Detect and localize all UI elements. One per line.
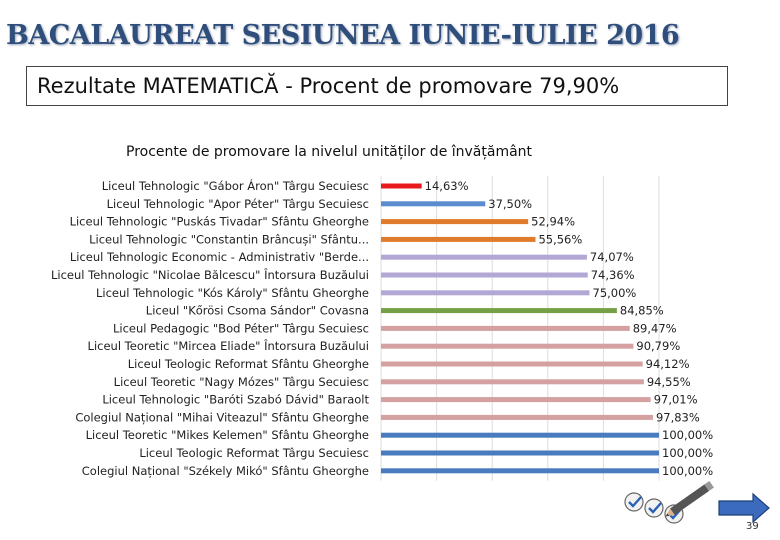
next-arrow-icon[interactable] [717, 492, 771, 524]
category-label: Liceul Tehnologic "Gábor Áron" Târgu Sec… [102, 178, 369, 193]
value-label: 89,47% [633, 321, 677, 335]
category-label: Colegiul Național "Mihai Viteazul" Sfânt… [75, 410, 369, 424]
bar [381, 361, 643, 367]
value-label: 74,36% [591, 268, 635, 282]
category-label: Liceul Tehnologic "Kós Károly" Sfântu Gh… [96, 286, 369, 300]
value-label: 100,00% [662, 428, 713, 442]
category-label: Liceul Teologic Reformat Sfântu Gheorghe [128, 357, 369, 371]
category-label: Liceul Pedagogic "Bod Péter" Târgu Secui… [113, 321, 369, 335]
value-label: 100,00% [662, 446, 713, 460]
subtitle-box: Rezultate MATEMATICĂ - Procent de promov… [26, 66, 728, 106]
chart-title: Procente de promovare la nivelul unități… [126, 144, 533, 160]
bar [381, 290, 590, 296]
bar [381, 272, 588, 278]
page-number: 39 [746, 521, 759, 532]
bar [381, 236, 536, 242]
bar [381, 468, 659, 474]
value-label: 94,55% [647, 375, 691, 389]
category-label: Liceul Teologic Reformat Târgu Secuiesc [139, 446, 369, 460]
bar [381, 343, 634, 349]
value-label: 90,79% [636, 339, 680, 353]
category-label: Liceul Tehnologic Economic - Administrat… [70, 250, 369, 264]
category-label: Liceul Teoretic "Nagy Mózes" Târgu Secui… [114, 375, 369, 389]
category-label: Liceul "Kőrösi Csoma Sándor" Covasna [146, 304, 369, 318]
page-title: BACALAUREAT SESIUNEA IUNIE-IULIE 2016 [6, 20, 680, 51]
checklist-pencil-icon [624, 480, 714, 524]
bar [381, 414, 653, 420]
category-label: Liceul Tehnologic "Apor Péter" Târgu Sec… [107, 197, 369, 211]
category-label: Liceul Tehnologic "Constantin Brâncuși" … [89, 232, 369, 246]
bar [381, 201, 486, 207]
bar [381, 254, 587, 260]
value-label: 94,12% [646, 357, 690, 371]
bar [381, 379, 644, 385]
category-label: Liceul Tehnologic "Nicolae Bălcescu" Înt… [51, 267, 369, 282]
category-label: Liceul Teoretic "Mikes Kelemen" Sfântu G… [86, 428, 369, 442]
value-label: 97,01% [654, 393, 698, 407]
value-label: 52,94% [531, 215, 575, 229]
category-label: Liceul Tehnologic "Baróti Szabó Dávid" B… [102, 393, 369, 407]
value-label: 84,85% [620, 304, 664, 318]
bar [381, 397, 651, 403]
value-label: 14,63% [425, 179, 469, 193]
bar [381, 432, 659, 438]
value-label: 97,83% [656, 410, 700, 424]
bar [381, 183, 422, 189]
bar [381, 450, 659, 456]
value-label: 75,00% [593, 286, 637, 300]
bar [381, 308, 617, 314]
value-label: 74,07% [590, 250, 634, 264]
value-label: 55,56% [538, 232, 582, 246]
bar [381, 219, 529, 225]
category-label: Liceul Teoretic "Mircea Eliade" Întorsur… [88, 338, 369, 353]
bar [381, 325, 630, 331]
subtitle-text: Rezultate MATEMATICĂ - Procent de promov… [37, 74, 620, 98]
category-label: Liceul Tehnologic "Puskás Tivadar" Sfânt… [70, 215, 369, 229]
value-label: 100,00% [662, 464, 713, 478]
value-label: 37,50% [488, 197, 532, 211]
category-label: Colegiul Național "Székely Mikó" Sfântu … [82, 464, 369, 478]
